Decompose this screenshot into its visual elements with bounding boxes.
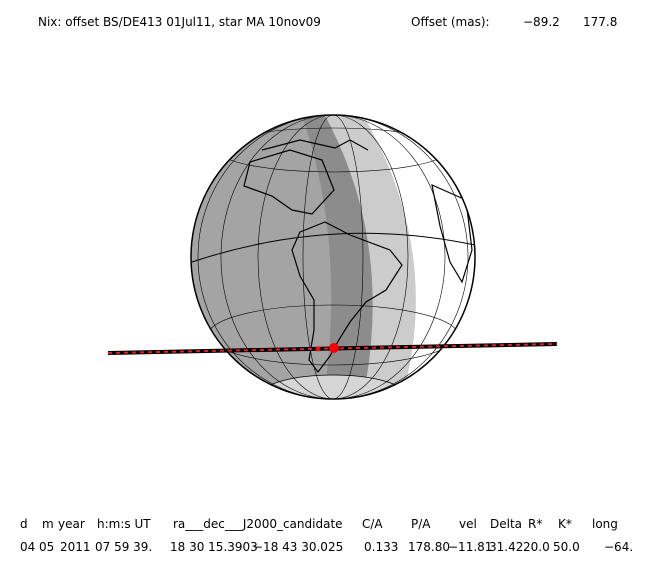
cell: 2011 xyxy=(60,540,91,554)
column-header: ra___dec___J2000_candidate xyxy=(173,517,343,531)
column-header: long xyxy=(592,517,618,531)
offset-value: −89.2 xyxy=(523,15,560,29)
cell: 31.42 xyxy=(489,540,523,554)
column-header: Delta xyxy=(490,517,522,531)
cell: 0.133 xyxy=(364,540,398,554)
column-header: m xyxy=(42,517,54,531)
table-values: 04 05 2011 07 59 39. 18 30 15.3903−18 43 30.… xyxy=(20,540,633,554)
offset-label: Offset (mas): xyxy=(411,15,490,29)
night-side xyxy=(191,115,332,399)
column-header: P/A xyxy=(411,517,431,531)
graticule xyxy=(197,115,469,399)
column-header: d xyxy=(20,517,28,531)
globe xyxy=(191,115,475,399)
cell: 05 xyxy=(39,540,54,554)
globe-outline xyxy=(190,114,476,400)
cell: 04 xyxy=(20,540,35,554)
cell: 07 59 39. xyxy=(95,540,152,554)
column-header: year xyxy=(58,517,85,531)
column-header: vel xyxy=(459,517,477,531)
coastlines xyxy=(243,139,473,373)
table-header: d m year h:m:s UT ra___dec___J2000_candidate… xyxy=(20,517,618,531)
column-header: C/A xyxy=(362,517,383,531)
offset-value: 177.8 xyxy=(583,15,617,29)
closest-approach xyxy=(329,343,339,353)
cell: 178.80 xyxy=(408,540,450,554)
path-point xyxy=(315,346,321,352)
cell: 18 30 15.3903 xyxy=(170,540,258,554)
cell: −64. xyxy=(604,540,633,554)
cell: −11.81 xyxy=(448,540,492,554)
polar-cap xyxy=(260,374,406,399)
title: Nix: offset BS/DE413 01Jul11, star MA 10… xyxy=(38,15,321,29)
equator xyxy=(191,232,475,263)
cell: −18 43 30.025 xyxy=(253,540,343,554)
column-header: R* xyxy=(528,517,542,531)
column-header: K* xyxy=(558,517,572,531)
cell: 50.0 xyxy=(553,540,580,554)
column-header: h:m:s UT xyxy=(97,517,151,531)
cell: 20.0 xyxy=(523,540,550,554)
